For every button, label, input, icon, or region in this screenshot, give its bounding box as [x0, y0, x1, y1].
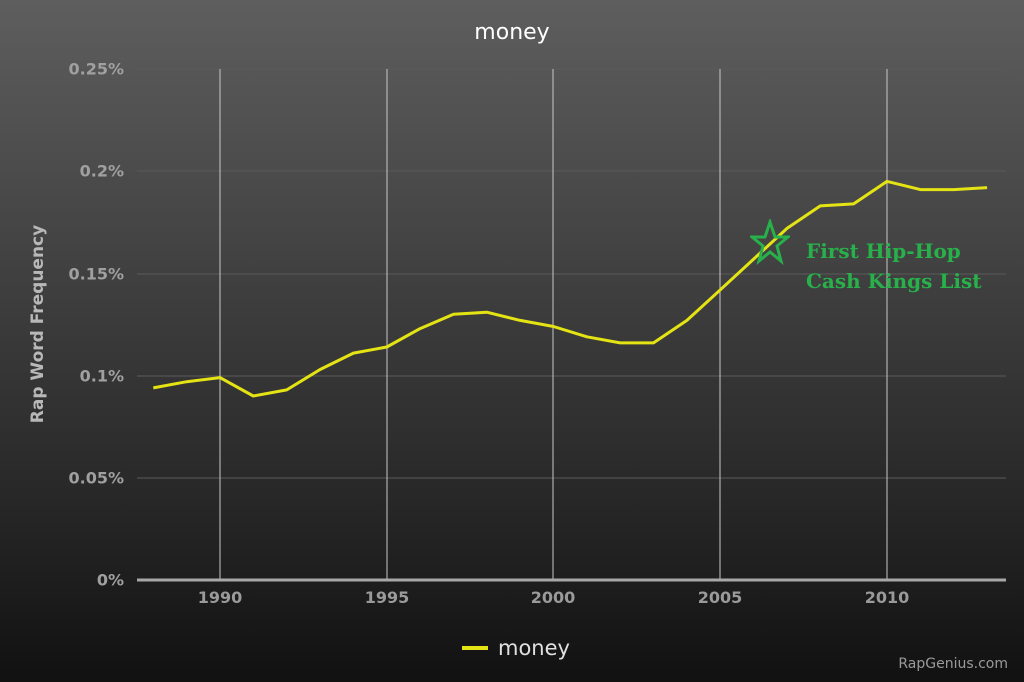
- horizontal-gridlines: [137, 68, 1006, 479]
- annotation-line-1: First Hip-Hop: [806, 239, 961, 263]
- star-icon: [750, 219, 790, 265]
- source-credit: RapGenius.com: [898, 656, 1008, 672]
- chart-title: money: [474, 20, 550, 45]
- y-tick-02: 0.2%: [79, 161, 124, 181]
- annotation-line-2: Cash Kings List: [806, 269, 982, 293]
- x-tick-2005: 2005: [697, 588, 743, 607]
- vertical-gridlines: [219, 69, 888, 580]
- money-series-line: [153, 179, 988, 398]
- y-tick-025: 0.25%: [68, 59, 124, 79]
- legend[interactable]: money: [462, 636, 570, 660]
- y-tick-005: 0.05%: [68, 468, 124, 488]
- x-tick-1995: 1995: [364, 588, 410, 607]
- legend-label: money: [498, 636, 570, 660]
- y-tick-0: 0%: [96, 570, 124, 590]
- x-tick-2000: 2000: [530, 588, 576, 607]
- x-tick-1990: 1990: [197, 588, 243, 607]
- y-tick-01: 0.1%: [79, 366, 124, 386]
- legend-swatch-icon: [462, 646, 488, 650]
- x-tick-2010: 2010: [864, 588, 910, 607]
- y-tick-015: 0.15%: [68, 264, 124, 284]
- cash-kings-annotation: First Hip-Hop Cash Kings List: [806, 236, 982, 296]
